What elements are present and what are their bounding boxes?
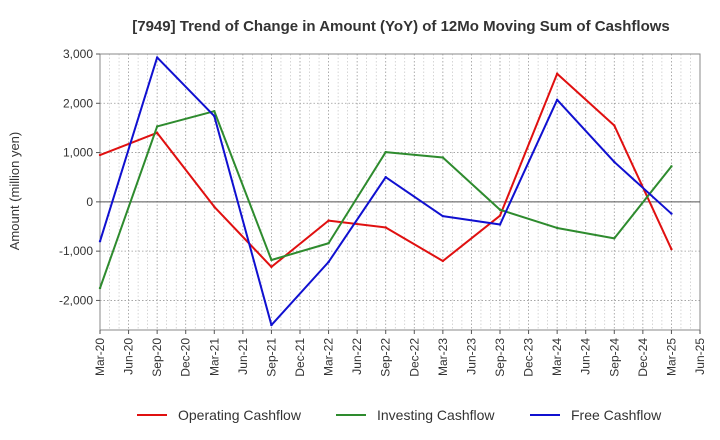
x-tick-label: Sep-24 bbox=[607, 338, 621, 377]
y-tick-label: 1,000 bbox=[63, 146, 93, 160]
data-point-free-cashflow bbox=[498, 223, 502, 226]
data-point-investing-cashflow bbox=[498, 208, 502, 211]
x-tick-label: Mar-23 bbox=[436, 338, 450, 376]
data-point-operating-cashflow bbox=[270, 265, 273, 269]
x-tick-label: Dec-21 bbox=[293, 338, 307, 377]
data-point-operating-cashflow bbox=[613, 124, 616, 127]
x-tick-label: Sep-23 bbox=[493, 338, 507, 377]
x-tick-label: Dec-20 bbox=[179, 338, 193, 377]
x-tick-label: Mar-20 bbox=[93, 338, 107, 376]
y-tick-label: -2,000 bbox=[59, 293, 93, 307]
y-tick-label: 2,000 bbox=[63, 96, 93, 110]
series-lines bbox=[98, 56, 673, 327]
data-point-free-cashflow bbox=[384, 176, 387, 179]
data-point-operating-cashflow bbox=[384, 226, 387, 229]
data-point-free-cashflow bbox=[613, 160, 616, 164]
x-tick-label: Jun-21 bbox=[236, 338, 250, 375]
y-tick-label: 0 bbox=[86, 195, 93, 209]
legend-label-free: Free Cashflow bbox=[571, 407, 662, 423]
legend-label-operating: Operating Cashflow bbox=[178, 407, 302, 423]
data-point-investing-cashflow bbox=[555, 226, 559, 230]
data-point-free-cashflow bbox=[270, 323, 273, 327]
x-tick-label: Jun-24 bbox=[579, 338, 593, 375]
x-tick-label: Mar-21 bbox=[207, 338, 221, 376]
grid-lines bbox=[99, 53, 701, 330]
data-point-operating-cashflow bbox=[213, 205, 216, 208]
x-tick-label: Sep-22 bbox=[379, 338, 393, 377]
data-point-investing-cashflow bbox=[613, 237, 616, 240]
data-point-free-cashflow bbox=[670, 212, 673, 215]
legend-label-investing: Investing Cashflow bbox=[377, 407, 495, 423]
x-tick-label: Dec-23 bbox=[522, 338, 536, 377]
x-tick-label: Mar-24 bbox=[550, 338, 564, 376]
data-point-free-cashflow bbox=[155, 56, 159, 59]
data-point-free-cashflow bbox=[441, 214, 445, 218]
data-point-investing-cashflow bbox=[155, 125, 159, 128]
data-point-investing-cashflow bbox=[98, 286, 102, 290]
data-point-operating-cashflow bbox=[555, 72, 559, 75]
data-point-investing-cashflow bbox=[213, 109, 216, 113]
x-tick-label: Mar-22 bbox=[322, 338, 336, 376]
data-point-free-cashflow bbox=[213, 114, 216, 118]
chart-title: [7949] Trend of Change in Amount (YoY) o… bbox=[132, 18, 670, 35]
data-point-investing-cashflow bbox=[670, 165, 673, 168]
data-point-free-cashflow bbox=[555, 98, 559, 102]
data-point-operating-cashflow bbox=[498, 214, 502, 217]
y-axis-ticks: 3,000 2,000 1,000 0 -1,000 -2,000 bbox=[59, 47, 100, 307]
x-tick-label: Jun-23 bbox=[464, 338, 478, 375]
data-point-operating-cashflow bbox=[441, 259, 445, 263]
data-point-operating-cashflow bbox=[155, 131, 159, 135]
data-point-investing-cashflow bbox=[327, 242, 330, 245]
x-tick-label: Mar-25 bbox=[664, 338, 678, 376]
data-point-operating-cashflow bbox=[98, 153, 102, 157]
x-tick-label: Dec-24 bbox=[636, 338, 650, 377]
x-axis-ticks: Mar-20 Jun-20 Sep-20 Dec-20 Mar-21 Jun-21 Sep-… bbox=[93, 330, 707, 377]
x-tick-label: Jun-22 bbox=[350, 338, 364, 375]
x-tick-label: Sep-20 bbox=[150, 338, 164, 377]
data-point-free-cashflow bbox=[327, 260, 330, 264]
x-tick-label: Jun-20 bbox=[122, 338, 136, 375]
data-point-free-cashflow bbox=[98, 240, 102, 243]
y-tick-label: 3,000 bbox=[63, 47, 93, 61]
data-point-operating-cashflow bbox=[670, 247, 673, 251]
legend: Operating Cashflow Investing Cashflow Fr… bbox=[137, 407, 662, 423]
y-axis-label: Amount (million yen) bbox=[7, 132, 22, 251]
data-point-operating-cashflow bbox=[327, 219, 330, 222]
x-tick-label: Jun-25 bbox=[693, 338, 707, 375]
data-point-investing-cashflow bbox=[384, 150, 387, 154]
y-tick-label: -1,000 bbox=[59, 244, 93, 258]
x-tick-label: Dec-22 bbox=[407, 338, 421, 377]
x-tick-label: Sep-21 bbox=[264, 338, 278, 377]
data-point-investing-cashflow bbox=[441, 156, 445, 159]
data-point-investing-cashflow bbox=[270, 258, 273, 262]
plot-frame bbox=[99, 53, 701, 331]
